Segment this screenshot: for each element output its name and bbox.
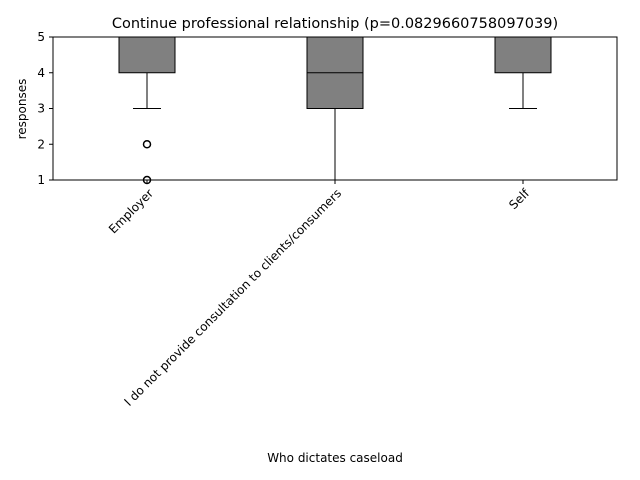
x-tick-label: I do not provide consultation to clients… [121, 186, 344, 409]
plot-frame [52, 36, 618, 181]
chart-title: Continue professional relationship (p=0.… [112, 16, 558, 32]
box [494, 36, 552, 74]
x-tick-label: Self [506, 186, 532, 212]
box [118, 36, 176, 74]
outlier-point [142, 140, 152, 149]
y-tick-label: 3 [37, 102, 45, 116]
y-tick-label: 2 [37, 137, 45, 151]
y-axis-label: responses [15, 79, 29, 140]
y-tick-label: 4 [37, 66, 45, 80]
y-tick-label: 5 [37, 30, 45, 44]
x-axis-label: Who dictates caseload [267, 451, 403, 465]
x-tick-label: Employer [106, 186, 156, 236]
y-tick-label: 1 [37, 173, 45, 187]
